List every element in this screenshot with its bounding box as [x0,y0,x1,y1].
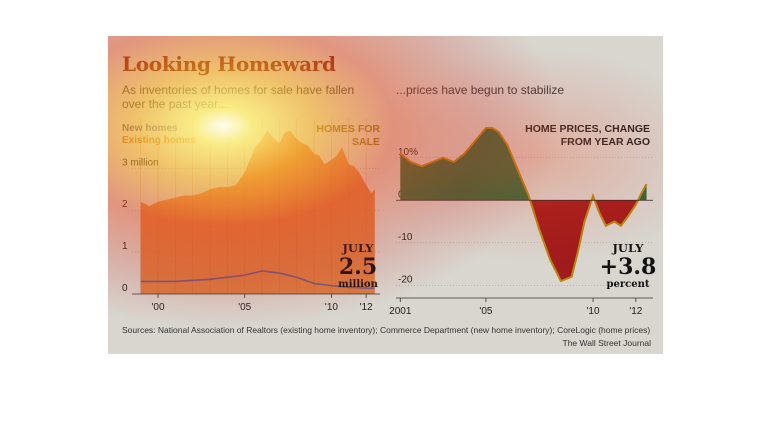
left-callout-label: JULY [342,241,374,255]
right-x-tick-label: '10 [587,306,600,317]
legend-new-homes: New homes [122,123,178,134]
right-y-tick-label: -20 [398,274,413,285]
left-x-tick-label: '00 [151,302,164,313]
left-callout-unit: million [338,279,378,290]
graphic-title: Looking Homeward [122,52,336,76]
right-callout-unit: percent [606,279,650,290]
left-x-tick-label: '12 [360,302,373,313]
left-callout: JULY 2.5 million [328,241,388,290]
right-chart-title: HOME PRICES, CHANGE FROM YEAR AGO [525,123,650,148]
subtitle-left: As inventories of homes for sale have fa… [122,83,355,111]
left-x-tick-label: '05 [238,302,251,313]
right-callout-value: +3.8 [599,254,657,280]
left-callout-value: 2.5 [338,254,378,280]
left-y-tick-label: 2 [122,199,128,210]
right-callout: JULY +3.8 percent [598,241,658,290]
right-x-tick-label: '05 [479,306,492,317]
left-y-tick-label: 3 million [122,157,159,168]
legend-existing-homes: Existing homes [122,135,196,146]
left-y-tick-label: 1 [122,241,128,252]
left-chart-title: HOMES FOR SALE [316,123,380,148]
left-legend: New homes Existing homes [122,123,196,147]
right-callout-label: JULY [612,241,644,255]
left-y-tick-label: 0 [122,283,128,294]
subtitle-right: ...prices have begun to stabilize [396,83,565,97]
right-y-tick-label: -10 [398,232,413,243]
left-x-tick-label: '10 [325,302,338,313]
source-note: Sources: National Association of Realtor… [122,325,651,335]
right-x-tick-label: '12 [629,306,642,317]
right-x-tick-label: 2001 [389,306,412,317]
credit-line: The Wall Street Journal [562,338,652,348]
